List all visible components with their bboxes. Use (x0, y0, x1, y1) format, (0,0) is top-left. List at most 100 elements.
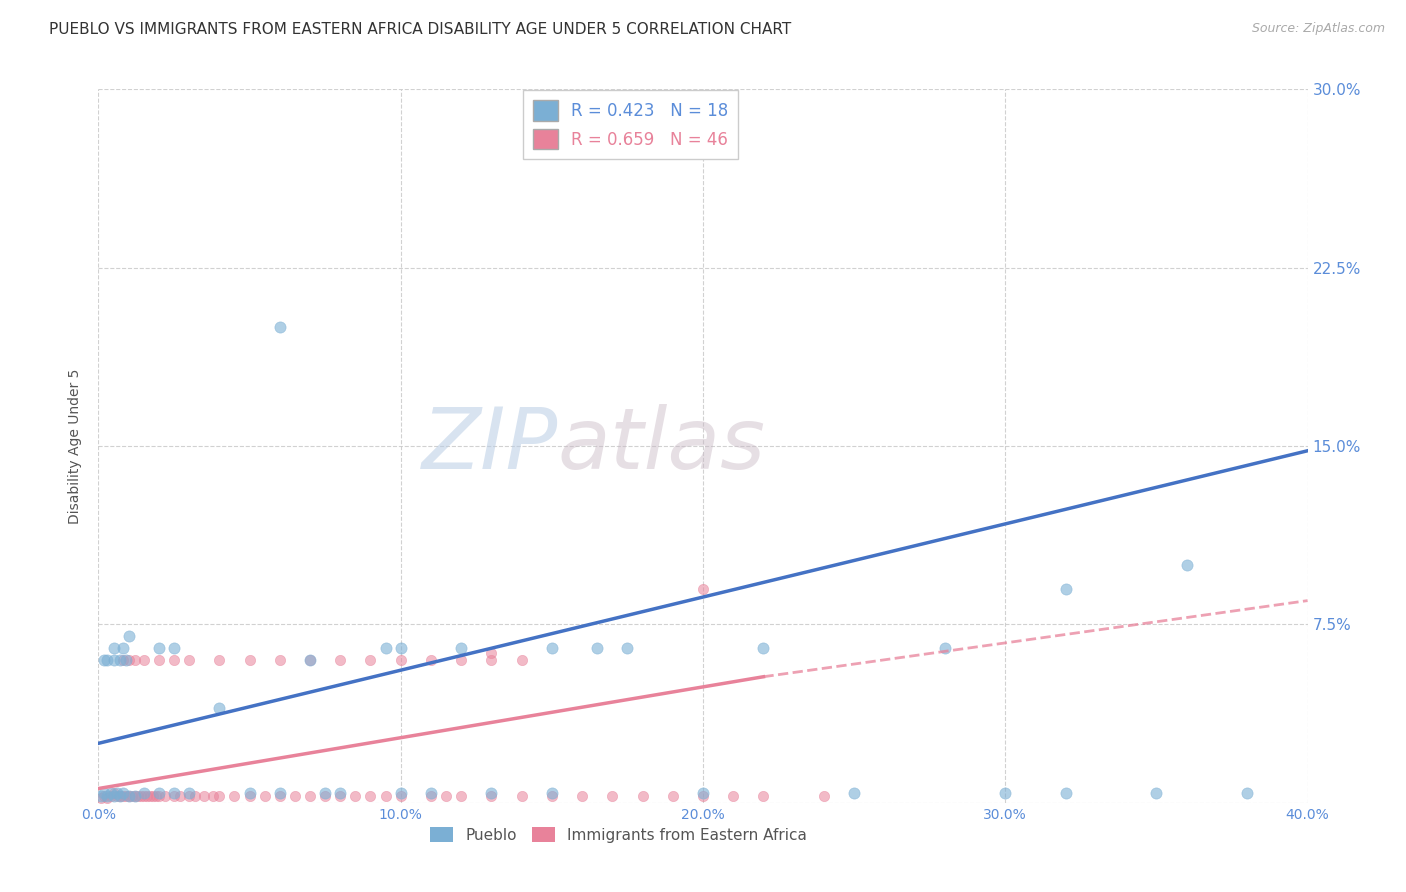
Point (132, 789, 155, 803)
Point (184, 789, 207, 803)
Point (114, 653, 136, 667)
Point (239, 786, 262, 800)
Point (540, 786, 562, 800)
Point (692, 789, 714, 803)
Point (124, 789, 146, 803)
Point (105, 786, 128, 800)
Point (208, 700, 231, 714)
Point (299, 653, 322, 667)
Point (111, 789, 134, 803)
Point (269, 653, 291, 667)
Point (179, 789, 201, 803)
Point (374, 789, 396, 803)
Point (103, 653, 125, 667)
Legend: Pueblo, Immigrants from Eastern Africa: Pueblo, Immigrants from Eastern Africa (423, 821, 813, 848)
Point (374, 641, 396, 656)
Point (124, 653, 146, 667)
Point (124, 789, 146, 803)
Point (1175, 558, 1198, 572)
Point (163, 786, 186, 800)
Point (481, 786, 503, 800)
Point (481, 646, 503, 660)
Point (153, 789, 176, 803)
Point (111, 786, 134, 800)
Point (239, 789, 262, 803)
Point (132, 786, 155, 800)
Point (344, 789, 367, 803)
Point (132, 653, 155, 667)
Point (96, 791, 118, 805)
Point (163, 653, 186, 667)
Point (103, 786, 125, 800)
Point (329, 789, 352, 803)
Point (129, 789, 152, 803)
Point (450, 789, 472, 803)
Point (269, 786, 291, 800)
Point (253, 789, 276, 803)
Point (434, 789, 457, 803)
Point (450, 653, 472, 667)
Point (299, 653, 322, 667)
Point (208, 653, 231, 667)
Point (90, 789, 112, 803)
Point (108, 789, 131, 803)
Point (510, 653, 533, 667)
Point (93, 653, 115, 667)
Point (329, 653, 352, 667)
Point (202, 789, 225, 803)
Point (284, 789, 307, 803)
Point (208, 789, 231, 803)
Point (179, 786, 201, 800)
Point (602, 789, 624, 803)
Point (114, 789, 136, 803)
Point (481, 789, 503, 803)
Y-axis label: Disability Age Under 5: Disability Age Under 5 (69, 368, 83, 524)
Point (118, 629, 141, 643)
Point (93, 789, 115, 803)
Point (723, 789, 745, 803)
Point (844, 786, 866, 800)
Point (420, 789, 443, 803)
Point (389, 786, 412, 800)
Point (360, 653, 382, 667)
Point (934, 641, 956, 656)
Point (813, 789, 835, 803)
Point (118, 789, 141, 803)
Point (127, 789, 149, 803)
Point (1054, 786, 1077, 800)
Point (299, 789, 322, 803)
Point (661, 789, 683, 803)
Point (135, 789, 157, 803)
Point (571, 789, 593, 803)
Point (224, 789, 246, 803)
Point (148, 789, 170, 803)
Point (118, 653, 141, 667)
Point (389, 789, 412, 803)
Text: PUEBLO VS IMMIGRANTS FROM EASTERN AFRICA DISABILITY AGE UNDER 5 CORRELATION CHAR: PUEBLO VS IMMIGRANTS FROM EASTERN AFRICA… (49, 22, 792, 37)
Point (121, 789, 143, 803)
Point (510, 789, 533, 803)
Point (314, 786, 336, 800)
Point (616, 641, 638, 656)
Point (994, 786, 1017, 800)
Point (142, 789, 165, 803)
Point (752, 641, 775, 656)
Point (145, 789, 167, 803)
Text: ZIP: ZIP (422, 404, 558, 488)
Point (148, 653, 170, 667)
Point (586, 641, 609, 656)
Point (111, 653, 134, 667)
Point (540, 641, 562, 656)
Point (179, 653, 201, 667)
Point (169, 789, 191, 803)
Point (96, 653, 118, 667)
Point (139, 789, 162, 803)
Point (314, 789, 336, 803)
Point (1144, 786, 1167, 800)
Point (269, 789, 291, 803)
Point (239, 653, 262, 667)
Point (692, 582, 714, 596)
Point (360, 789, 382, 803)
Point (96, 789, 118, 803)
Point (481, 653, 503, 667)
